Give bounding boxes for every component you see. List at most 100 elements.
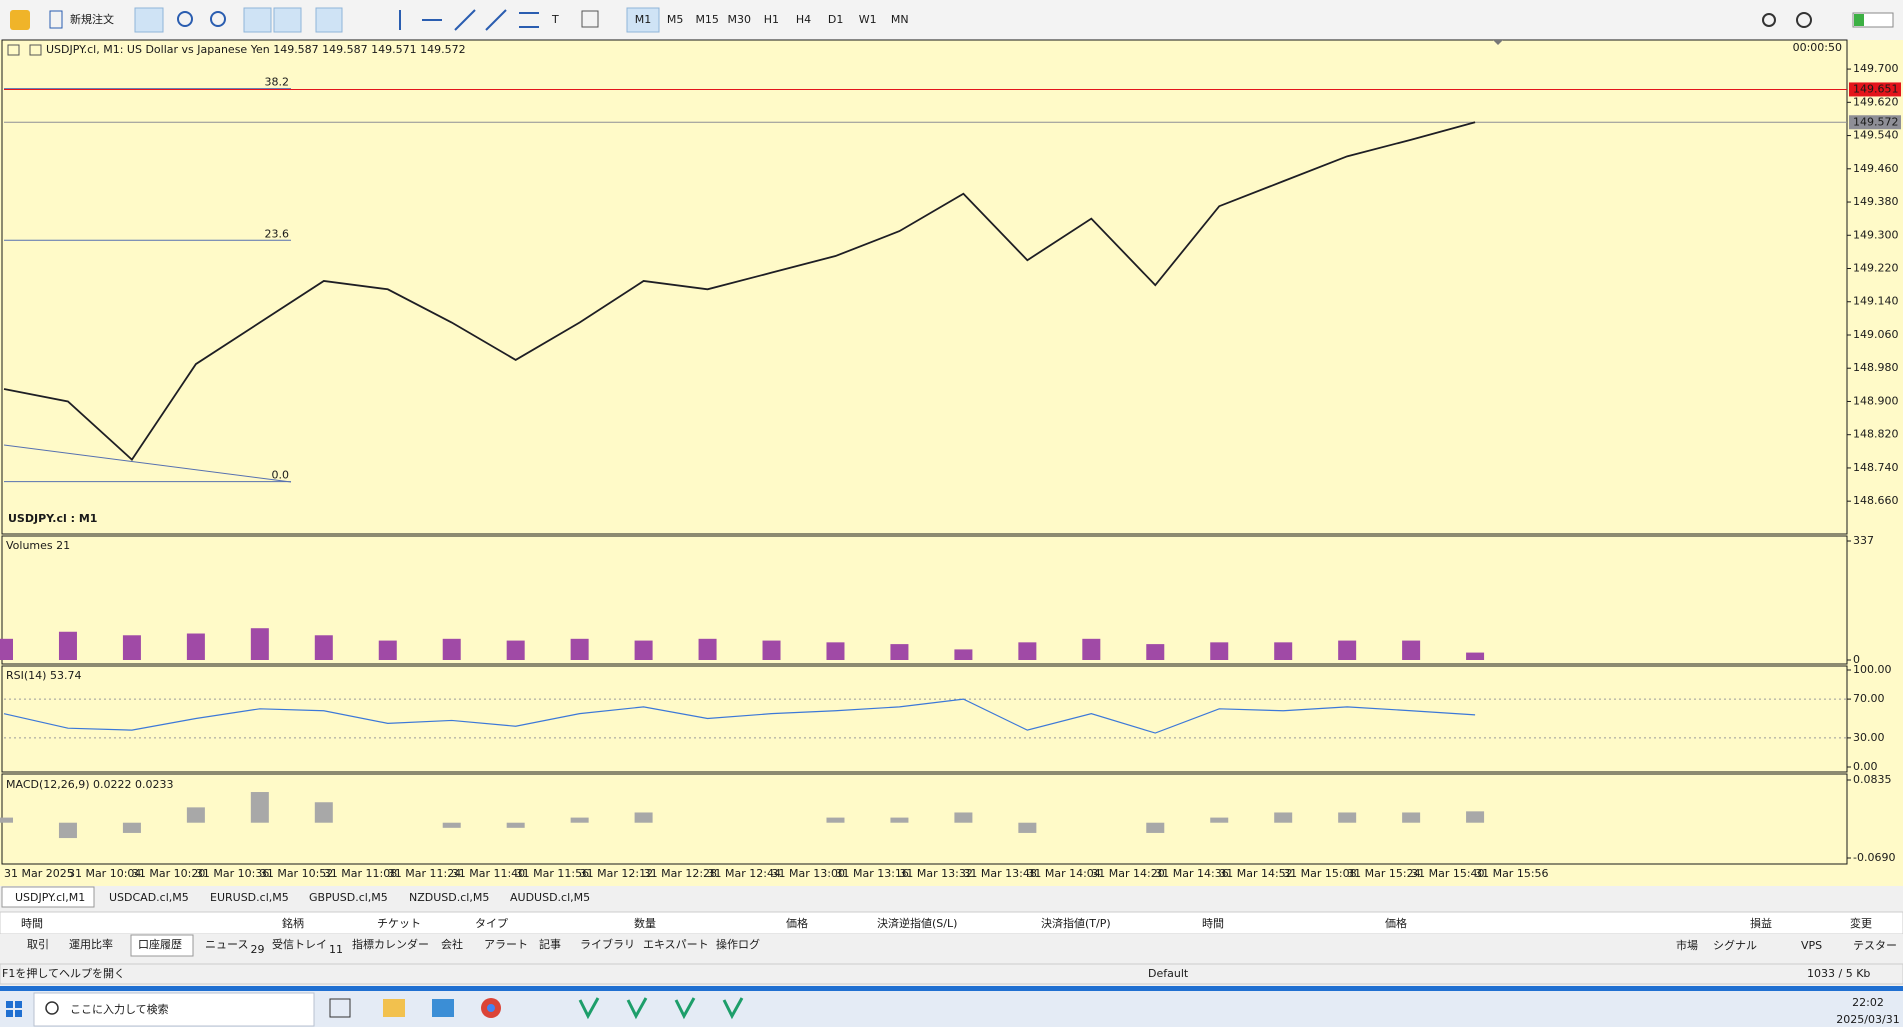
symbol-tab[interactable]: USDCAD.cl,M5 [109, 891, 189, 904]
timeframe-button[interactable]: MN [891, 13, 909, 26]
toolbox-tab[interactable]: ライブラリ [580, 937, 635, 951]
shift-marker [1493, 40, 1503, 45]
timeframe-button[interactable]: M1 [635, 13, 652, 26]
column-header[interactable]: 損益 [1750, 916, 1772, 930]
symbol-tab[interactable]: AUDUSD.cl,M5 [510, 891, 590, 904]
panel-tab[interactable]: VPS [1801, 939, 1822, 952]
column-header[interactable]: 変更 [1850, 916, 1872, 930]
start-button-part [6, 1010, 13, 1017]
x-tick-label: 31 Mar 15:08 [1283, 867, 1356, 880]
active-toolbox-tab [130, 934, 194, 957]
trendline-tool[interactable] [454, 9, 476, 31]
column-header[interactable]: 決済指値(T/P) [1041, 916, 1111, 930]
bar [634, 812, 653, 823]
clock-time: 22:02 [1852, 996, 1884, 1009]
tab-badge: 29 [250, 943, 264, 956]
search-placeholder[interactable]: ここに入力して検索 [70, 1002, 169, 1016]
symbol-tab[interactable]: USDJPY.cl,M1 [15, 891, 85, 904]
toolbox-tab[interactable]: エキスパート [643, 938, 709, 951]
x-tick-label: 31 Mar 14:36 [1155, 867, 1228, 880]
panel-tab[interactable]: テスター [1853, 939, 1897, 952]
x-tick-label: 31 Mar 10:04 [68, 867, 141, 880]
explorer-icon[interactable] [383, 999, 405, 1017]
bar [1146, 822, 1165, 833]
column-header[interactable]: 数量 [634, 917, 656, 930]
start-button-part [15, 1001, 22, 1008]
y-tick-label: 70.00 [1853, 692, 1885, 705]
bar [58, 822, 77, 839]
bar [250, 792, 269, 823]
y-tick-label: 149.460 [1853, 162, 1899, 175]
task-view[interactable] [329, 998, 351, 1018]
y-tick-label: 0.0835 [1853, 773, 1892, 786]
symbol-tab[interactable]: EURUSD.cl,M5 [210, 891, 289, 904]
search-box[interactable] [33, 992, 315, 1027]
x-tick-label: 31 Mar 12:28 [644, 867, 717, 880]
toolbox-tab[interactable]: 取引 [27, 937, 49, 951]
toolbox-tab[interactable]: 指標カレンダー [352, 937, 429, 951]
bar [0, 638, 13, 660]
toolbox-tab[interactable]: アラート [484, 938, 528, 951]
symbol-tab[interactable]: NZDUSD.cl,M5 [409, 891, 489, 904]
x-tick-label: 31 Mar 14:20 [1091, 867, 1164, 880]
column-header[interactable]: チケット [377, 917, 421, 930]
signal-level [1854, 14, 1864, 26]
bar [442, 822, 461, 828]
panel-tab[interactable]: 市場 [1676, 938, 1698, 952]
x-tick-label: 31 Mar 14:52 [1219, 867, 1292, 880]
new-order-button[interactable]: 新規注文 [70, 12, 114, 26]
toolbox-tab[interactable]: ニュース [205, 938, 248, 951]
x-tick-label: 31 Mar 2025 [4, 867, 74, 880]
zoom-out-button[interactable] [210, 11, 226, 27]
bar [890, 817, 909, 823]
toolbox-tab[interactable]: 記事 [539, 937, 561, 951]
column-header[interactable]: 銘柄 [282, 916, 304, 930]
account-button[interactable] [1796, 12, 1812, 28]
toolbox-tab[interactable]: 口座履歴 [138, 937, 182, 951]
autoscroll-button[interactable] [243, 7, 272, 33]
candles-button[interactable] [134, 7, 164, 33]
panel-tab[interactable]: シグナル [1713, 938, 1757, 952]
terminal-icons[interactable] [578, 997, 744, 1020]
bar [378, 640, 397, 660]
zoom-in-button[interactable] [177, 11, 193, 27]
timeframe-button[interactable]: M5 [667, 13, 684, 26]
timeframe-button[interactable]: M30 [728, 13, 752, 26]
start-button[interactable] [6, 1001, 13, 1008]
symbol-tab[interactable]: GBPUSD.cl,M5 [309, 891, 388, 904]
column-header[interactable]: 時間 [1202, 917, 1224, 930]
bar [1402, 812, 1421, 823]
status-help: F1を押してヘルプを開く [2, 966, 125, 980]
app-icon[interactable] [10, 10, 30, 30]
timeframe-button[interactable]: M15 [695, 13, 719, 26]
channel-tool[interactable] [485, 9, 507, 31]
search-button[interactable] [1762, 13, 1776, 27]
column-header[interactable]: 価格 [1385, 916, 1407, 930]
panel-title: Volumes 21 [6, 539, 70, 552]
column-header[interactable]: 価格 [786, 916, 808, 930]
text-tool[interactable]: T [551, 13, 559, 26]
toolbox-tab[interactable]: 受信トレイ [272, 938, 327, 951]
x-tick-label: 31 Mar 11:56 [516, 867, 589, 880]
shapes-tool[interactable] [581, 10, 599, 28]
active-symbol-tab [1, 886, 95, 908]
timeframe-button[interactable]: W1 [859, 13, 877, 26]
cursor-button[interactable] [315, 7, 343, 33]
toolbox-tab[interactable]: 運用比率 [69, 937, 113, 951]
column-header[interactable]: 決済逆指値(S/L) [877, 916, 957, 930]
app-icon-2[interactable] [432, 999, 454, 1017]
timeframe-button[interactable]: H1 [764, 13, 779, 26]
timeframe-button[interactable]: D1 [828, 13, 843, 26]
timeframe-button[interactable]: H4 [796, 13, 811, 26]
volumes-panel [1, 535, 1848, 665]
column-header[interactable]: 時間 [21, 917, 43, 930]
new-order-icon[interactable] [49, 10, 63, 29]
bar [570, 638, 589, 660]
column-header[interactable]: タイプ [475, 917, 508, 930]
shift-button[interactable] [273, 7, 302, 33]
chart-header: USDJPY.cl, M1: US Dollar vs Japanese Yen… [46, 43, 466, 56]
toolbox-tab[interactable]: 会社 [441, 937, 463, 951]
toolbox-tab[interactable]: 操作ログ [716, 937, 760, 951]
bar [1274, 642, 1293, 660]
